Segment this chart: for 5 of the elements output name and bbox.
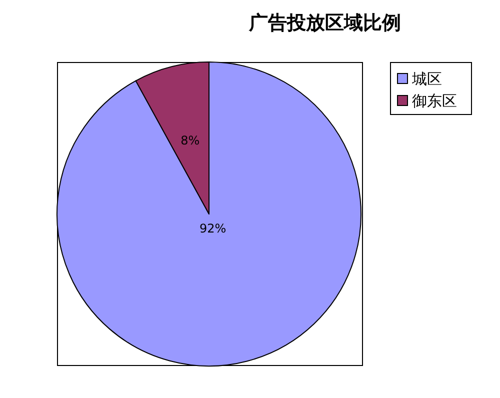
data-label: 92% <box>199 222 226 236</box>
legend-label: 城区 <box>411 71 442 88</box>
legend-label: 御东区 <box>412 93 457 110</box>
data-label: 8% <box>180 133 200 148</box>
chart-title: 广告投放区域比例 <box>248 12 401 34</box>
